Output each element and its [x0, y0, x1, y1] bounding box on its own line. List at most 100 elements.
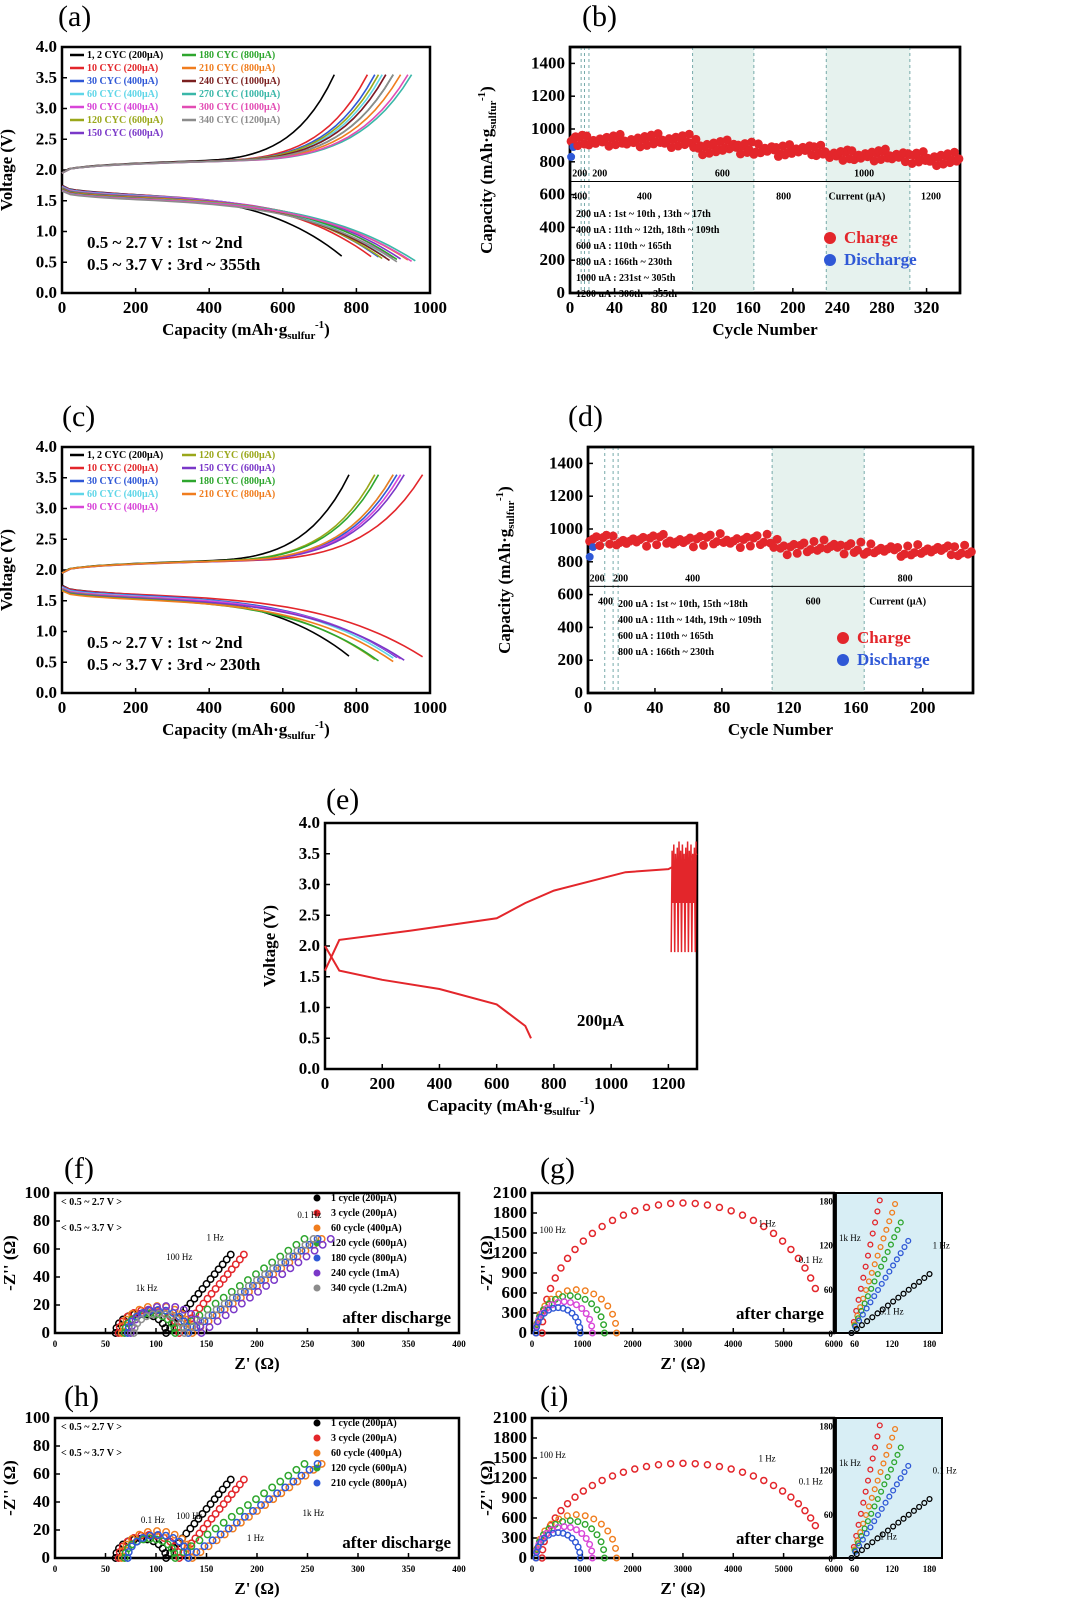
impedance-point-blue	[132, 1537, 141, 1546]
x-tick-label: 1200	[651, 1074, 685, 1093]
x-tick-label: 600	[270, 298, 296, 317]
impedance-point-red	[679, 1199, 687, 1207]
impedance-point-blue	[127, 1542, 136, 1551]
inset-point-green	[871, 1503, 878, 1510]
impedance-point-red	[588, 1481, 597, 1490]
impedance-point-magenta	[588, 1554, 596, 1562]
charge-curve-orange	[61, 474, 394, 574]
impedance-point-green	[597, 1538, 605, 1546]
impedance-point-red	[551, 1274, 560, 1282]
x-tick-label: 300	[351, 1564, 365, 1574]
y-axis-label: Capacity (mAh·gsulfur-1)	[476, 86, 499, 254]
inset-x-tick-label: 60	[850, 1339, 860, 1349]
inset-point-blue	[871, 1293, 878, 1300]
impedance-point-red	[546, 1284, 555, 1293]
charge-point	[907, 158, 917, 168]
y-tick-label: 900	[502, 1263, 528, 1282]
inset-point-orange	[871, 1486, 878, 1493]
segment-label: 400	[572, 191, 587, 202]
y-tick-label: 3.5	[299, 844, 320, 863]
inset-point-green	[887, 1466, 894, 1473]
x-tick-label: 250	[301, 1339, 315, 1349]
impedance-point-orange	[613, 1554, 621, 1562]
x-tick-label: 3000	[674, 1564, 693, 1574]
impedance-point-red	[608, 1472, 617, 1480]
impedance-point-green	[219, 1518, 228, 1527]
impedance-point-black	[190, 1519, 199, 1528]
y-tick-label: 1200	[493, 1468, 527, 1487]
impedance-point-green	[588, 1300, 596, 1308]
impedance-point-orange	[612, 1319, 620, 1327]
legend-marker	[313, 1434, 321, 1442]
x-tick-label: 800	[344, 298, 370, 317]
x-tick-label: 50	[101, 1339, 111, 1349]
y-tick-label: 800	[540, 152, 566, 171]
x-axis-label: Capacity (mAh·gsulfur-1)	[427, 1095, 595, 1118]
inset-point-green	[874, 1271, 881, 1278]
impedance-point-orange	[572, 1286, 580, 1294]
impedance-point-magenta	[588, 1547, 596, 1555]
charge-point	[635, 142, 645, 152]
impedance-point-gray	[277, 1258, 286, 1267]
y-tick-label: 100	[25, 1183, 51, 1202]
impedance-point-red	[223, 1495, 232, 1504]
charge-point	[582, 131, 592, 141]
impedance-point-red	[579, 1487, 588, 1495]
y-tick-label: 1400	[549, 453, 583, 472]
charge-point	[673, 141, 683, 151]
inset-point-black	[874, 1535, 881, 1542]
y-axis-label: -Z'' (Ω)	[477, 1460, 496, 1516]
impedance-point-green	[227, 1512, 236, 1521]
impedance-point-red	[187, 1539, 196, 1548]
inset-point-blue	[901, 1468, 908, 1476]
impedance-point-red	[563, 1254, 572, 1263]
frequency-label: 0.1 Hz	[297, 1210, 321, 1220]
impedance-point-orange	[153, 1527, 161, 1536]
inset-y-tick-label: 60	[824, 1285, 834, 1295]
inset-frequency-label: 0.1 Hz	[933, 1465, 957, 1475]
inset-point-orange	[880, 1235, 887, 1242]
legend-label: 60 CYC (400μA)	[87, 489, 158, 500]
inset-point-blue	[856, 1317, 863, 1324]
legend-label: 180 cycle (800μA)	[331, 1253, 407, 1264]
y-tick-label: 1200	[549, 486, 583, 505]
inset-point-blue	[859, 1311, 866, 1318]
inset-point-blue	[905, 1462, 912, 1469]
impedance-point-black	[202, 1505, 211, 1513]
x-tick-label: 200	[250, 1339, 264, 1349]
charge-point	[685, 533, 695, 543]
charge-point	[638, 532, 648, 542]
impedance-point-black	[182, 1529, 191, 1538]
x-axis-label: Capacity (mAh·gsulfur-1)	[162, 719, 330, 742]
inset-point-orange	[857, 1529, 864, 1536]
legend-label: 3 cycle (200μA)	[331, 1208, 397, 1219]
voltage-window-note: 0.5 ~ 2.7 V : 1st ~ 2nd	[87, 633, 243, 652]
impedance-point-black	[166, 1324, 175, 1333]
impedance-point-orange	[581, 1287, 589, 1295]
inset-point-blue	[856, 1542, 863, 1549]
legend-label: 120 CYC (600μA)	[87, 115, 163, 126]
x-tick-label: 1000	[413, 298, 447, 317]
x-tick-label: 150	[200, 1339, 214, 1349]
charge-point	[715, 136, 725, 146]
impedance-point-red	[778, 1487, 787, 1495]
impedance-point-orange	[212, 1536, 221, 1545]
y-tick-label: 900	[502, 1488, 528, 1507]
frequency-label: 100 Hz	[540, 1450, 566, 1460]
inset-point-red	[860, 1274, 867, 1281]
impedance-point-black	[166, 1549, 175, 1558]
inset-y-tick-label: 60	[824, 1510, 834, 1520]
impedance-point-purple	[318, 1240, 327, 1249]
segment-label: 200	[572, 168, 587, 179]
legend-charge-marker	[837, 632, 849, 644]
panel-label-a: (a)	[58, 0, 92, 33]
impedance-point-red	[571, 1245, 579, 1254]
voltage-window-label: < 0.5 ~ 3.7 V >	[61, 1223, 122, 1234]
impedance-point-black	[210, 1270, 219, 1279]
impedance-point-red	[760, 1222, 768, 1231]
charge-point	[735, 149, 745, 159]
impedance-point-black	[161, 1549, 170, 1557]
impedance-point-purple	[205, 1323, 214, 1332]
impedance-point-black	[222, 1255, 231, 1264]
impedance-point-red	[215, 1505, 224, 1513]
